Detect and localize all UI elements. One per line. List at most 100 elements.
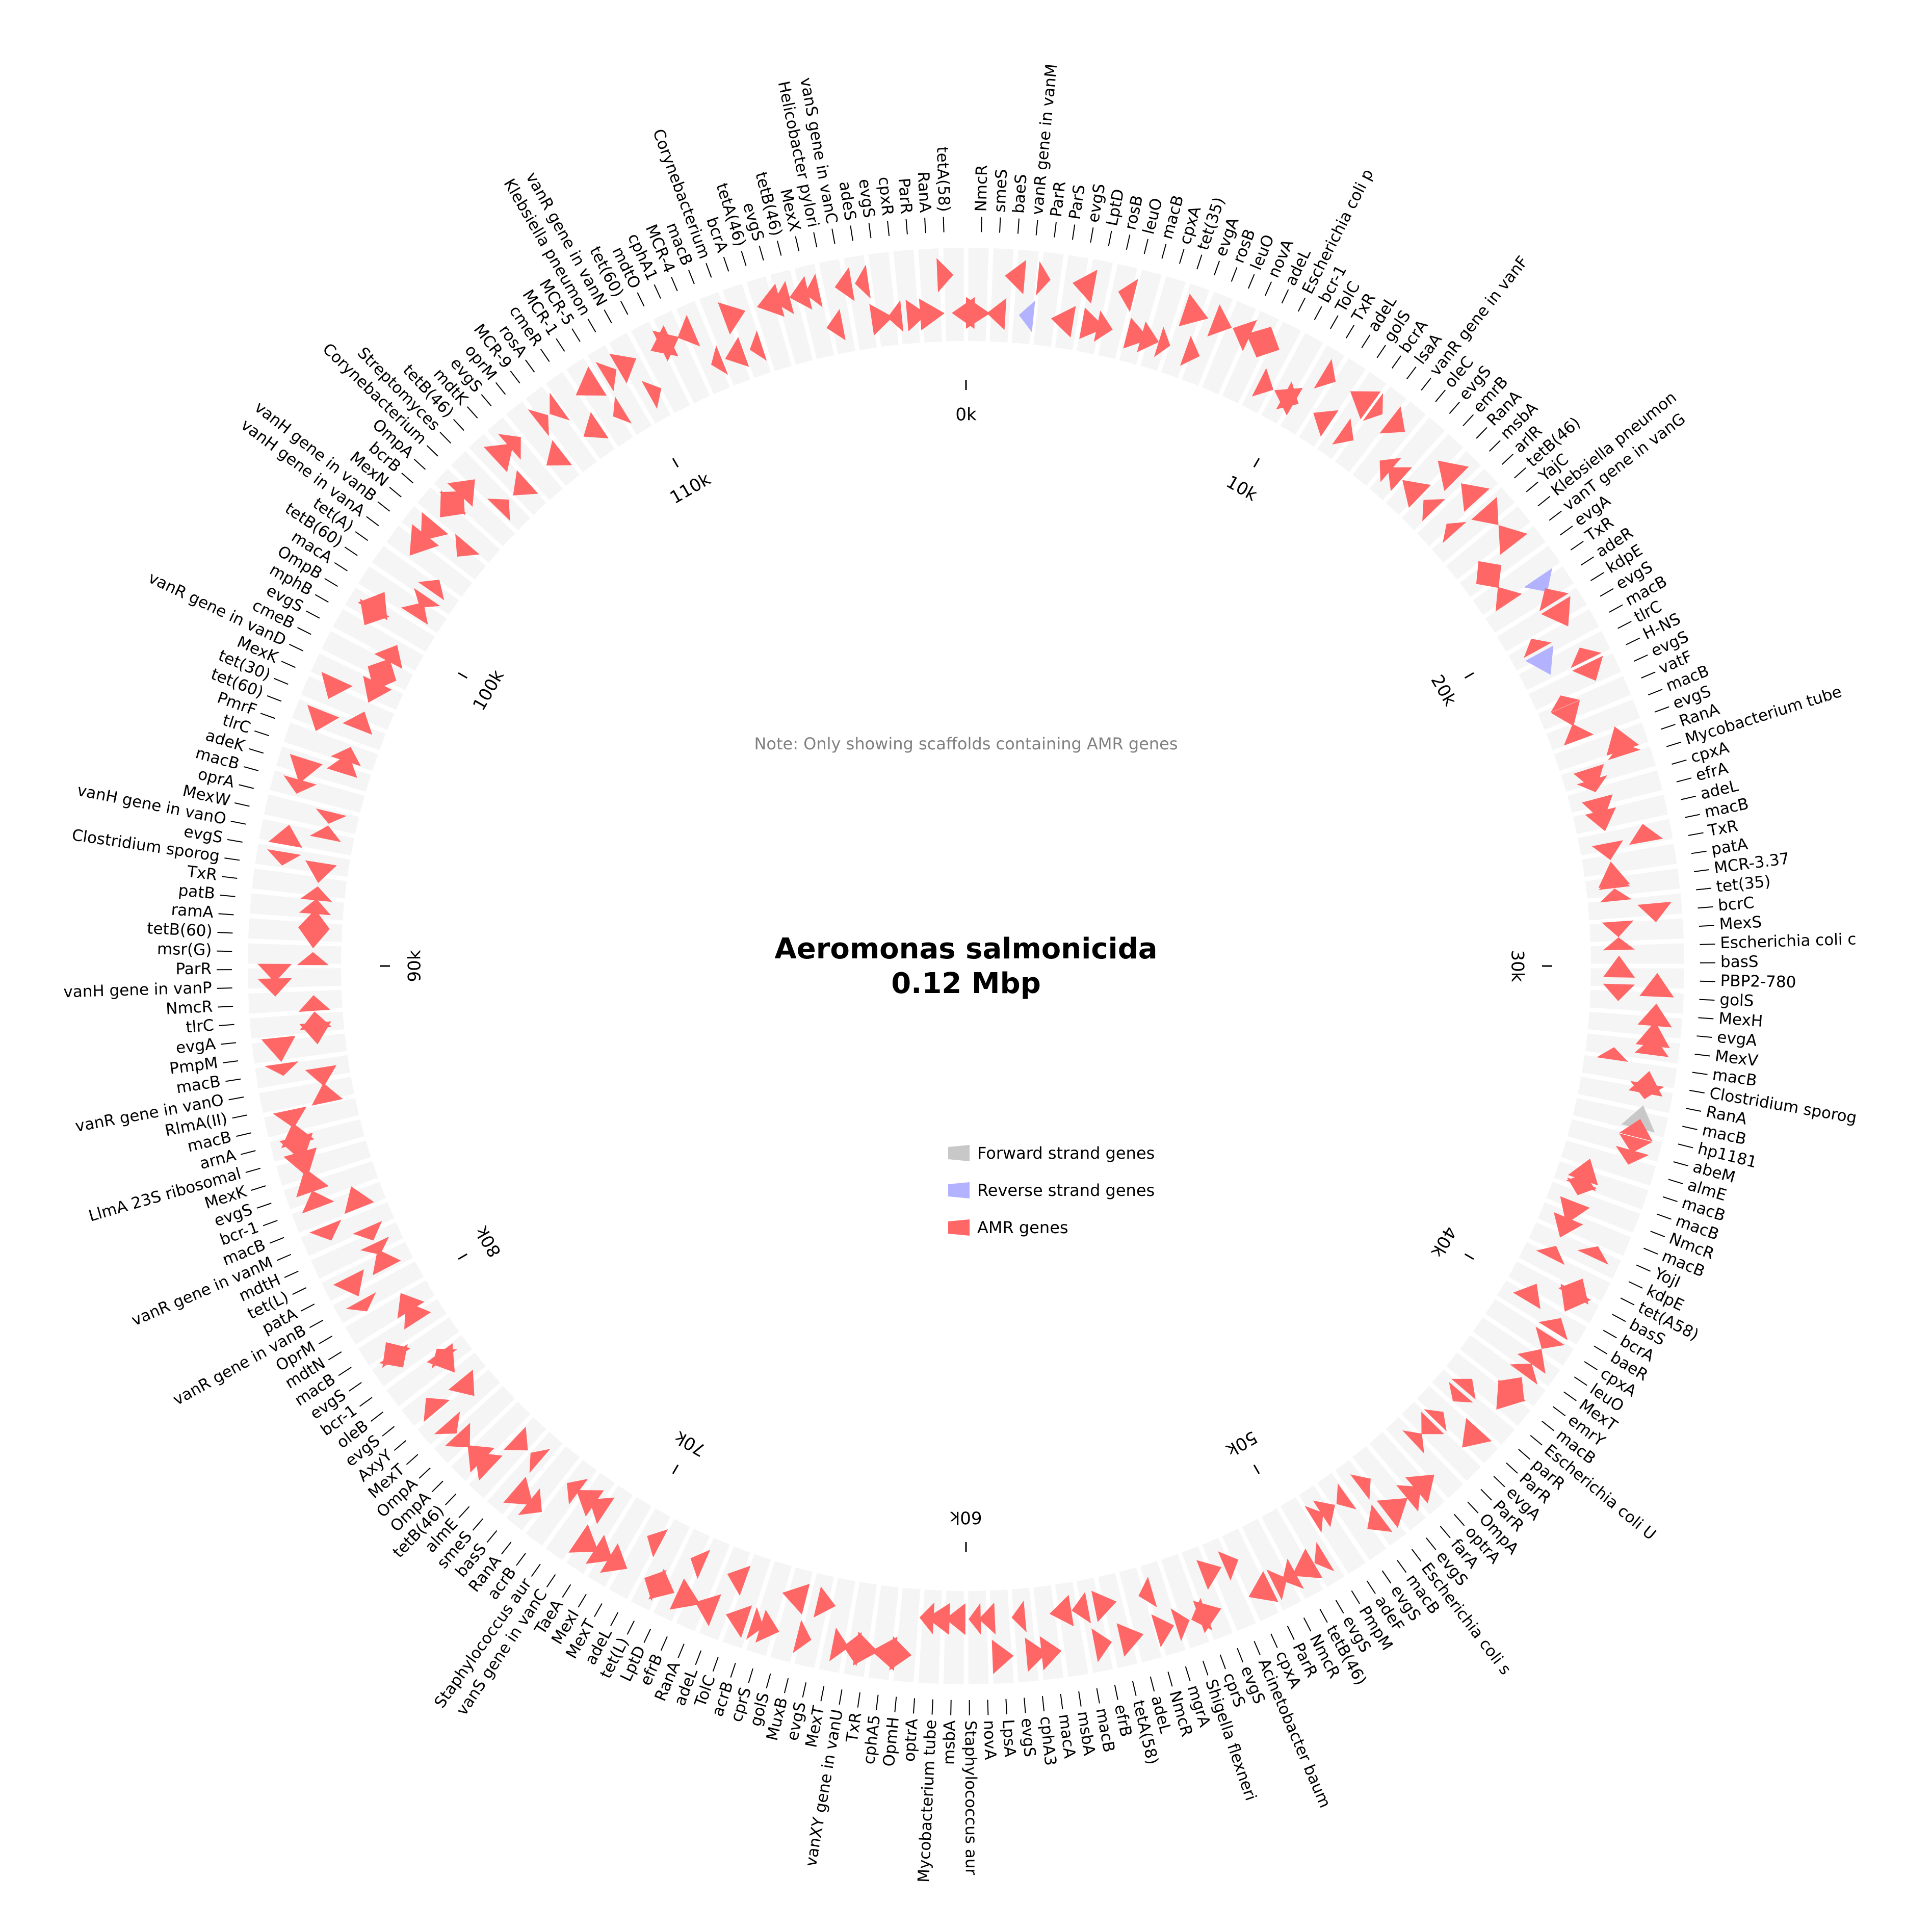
gene-arrow [1367,1504,1393,1532]
gene-arrow [1396,1485,1421,1512]
axis-tick [1464,672,1474,679]
gene-arrow [373,1249,401,1275]
gene-arrow [316,808,347,824]
gene-arrow [1005,260,1027,295]
gene-label-leader [1351,1590,1360,1604]
gene-arrow [333,1269,364,1297]
gene-label-leader [1689,1089,1705,1093]
ring-segment [867,251,900,348]
gene-label-leader [245,1167,261,1173]
gene-label-leader [1303,1617,1312,1632]
gene-label-leader [1449,402,1460,414]
ring-segment [1260,331,1325,425]
gene-arrow [300,886,332,902]
gene-arrow [1600,888,1632,903]
gene-label: MexS [1719,913,1762,933]
gene-label-leader [359,1397,373,1407]
gene-arrow [869,304,893,336]
gene-label: MexH [1718,1009,1763,1031]
gene-arrow [1524,568,1552,592]
gene-label: ramA [171,900,214,922]
gene-label: ParR [895,177,916,215]
ring-segment [988,247,1015,344]
gene-label-leader [562,1584,571,1598]
gene-arrow [1248,1571,1278,1602]
gene-label-leader [222,876,238,879]
gene-label-leader [1376,345,1386,358]
ring-segment [415,1368,502,1447]
gene-label-leader [820,1686,825,1702]
gene-label-leader [377,501,390,512]
gene-label: ParR [175,960,212,978]
gene-arrow [1634,1036,1669,1057]
ring-segment [275,1139,373,1187]
gene-label: evgA [175,1035,217,1057]
gene-arrow [568,1524,598,1553]
gene-arrow [421,512,449,541]
ring-segment [370,544,461,616]
gene-label-leader [256,1203,272,1209]
gene-label-leader [495,382,506,395]
ring-segment [1517,629,1612,692]
gene-label-leader [1617,620,1632,629]
gene-label-leader [1668,1179,1683,1185]
gene-arrow [297,952,329,966]
gene-arrow [1402,1430,1424,1454]
gene-arrow [887,300,904,332]
axis-tick-label: 110k [667,469,715,508]
gene-label-leader [905,219,908,234]
gene-label-leader [981,217,982,232]
gene-arrow [952,297,975,329]
gene-label-leader [276,1254,292,1261]
gene-label-leader [1281,289,1289,304]
gene-label-leader [240,1150,256,1155]
gene-label: NmcR [165,998,213,1019]
ring-segment [257,818,356,857]
gene-arrow [677,315,700,347]
gene-label: TxR [186,863,218,884]
gene-label-leader [344,546,358,556]
gene-label-leader [1381,1570,1392,1584]
ring-segment [745,1559,793,1657]
gene-arrow [1535,1326,1565,1349]
gene-arrow [1603,983,1635,1001]
ring-segment [745,275,793,373]
gene-label-leader [1698,1017,1714,1020]
gene-label-leader [1594,1345,1608,1354]
gene-label-leader [1672,759,1687,765]
gene-arrow [1525,645,1554,675]
position-axis: 0k 10k 20k 30k 40k 50k 60k 70k 80k 90k 100k 110k [380,380,1552,1552]
gene-arrow [483,443,514,473]
gene-label-leader [578,1594,587,1608]
gene-label-leader [1421,378,1431,391]
gene-label-leader [1584,1361,1598,1370]
gene-label-leader [759,245,764,261]
gene-label-leader [1570,541,1584,551]
ring-segment [1483,565,1576,635]
gene-label-leader [516,1553,526,1566]
gene-arrow [1196,1560,1221,1590]
gene-arrow [793,1620,812,1653]
gene-arrow [1451,1378,1476,1400]
gene-label-leader [1693,869,1709,872]
gene-label-leader [315,594,329,603]
gene-label-leader [217,950,232,952]
gene-label-leader [218,913,234,916]
gene-arrow [1091,1628,1112,1662]
ring-segment [1507,1260,1601,1325]
gene-label-leader [1678,1143,1693,1149]
gene-label-leader [1161,244,1167,259]
gene-label-leader [1005,1699,1008,1714]
gene-label-leader [419,1467,431,1479]
gene-label: PBP2-780 [1720,972,1796,992]
gene-arrow [1336,1483,1356,1509]
gene-label-leader [1114,1684,1118,1700]
ring-segment [1559,1139,1657,1187]
gene-label: Staphylococcus aur [961,1720,980,1875]
gene-label-leader [626,1621,635,1635]
gene-arrow [498,434,521,460]
gene-arrow [991,1639,1014,1674]
gene-label-leader [300,1303,315,1312]
gene-arrow [1039,1636,1062,1671]
gene-arrow [363,675,392,703]
